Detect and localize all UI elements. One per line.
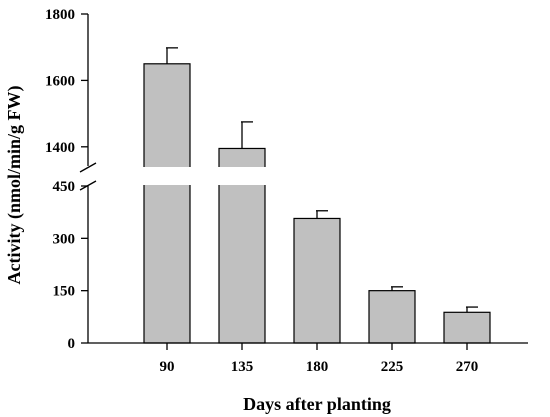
x-tick-label-135: 135 bbox=[231, 359, 254, 375]
y-tick-label-1800: 1800 bbox=[45, 7, 75, 23]
axis-break-gap bbox=[80, 167, 540, 185]
y-tick-label-150: 150 bbox=[53, 284, 76, 300]
bar-270 bbox=[443, 311, 491, 344]
error-bars-layer bbox=[166, 47, 478, 313]
x-tick-label-90: 90 bbox=[160, 359, 175, 375]
x-tick-label-225: 225 bbox=[381, 359, 404, 375]
axes-layer bbox=[79, 14, 540, 344]
y-tick-label-0: 0 bbox=[68, 336, 76, 352]
bars-layer bbox=[143, 63, 491, 344]
x-tick-label-180: 180 bbox=[306, 359, 329, 375]
y-tick-label-1600: 1600 bbox=[45, 73, 75, 89]
y-ticks-layer: 0 150 300 450 1400 1600 1800 bbox=[45, 7, 88, 352]
x-ticks-layer: 90 135 180 225 270 bbox=[160, 343, 479, 375]
bar-225 bbox=[368, 290, 416, 344]
y-tick-label-300: 300 bbox=[53, 231, 76, 247]
y-axis-title: Activity (nmol/min/g FW) bbox=[4, 86, 25, 285]
y-tick-label-1400: 1400 bbox=[45, 140, 75, 156]
x-tick-label-270: 270 bbox=[456, 359, 479, 375]
bar-180 bbox=[293, 217, 341, 344]
bar-90 bbox=[143, 63, 191, 344]
axis-break-mark-top bbox=[79, 162, 97, 173]
y-tick-label-450: 450 bbox=[53, 179, 76, 195]
x-axis-title: Days after planting bbox=[243, 394, 391, 414]
